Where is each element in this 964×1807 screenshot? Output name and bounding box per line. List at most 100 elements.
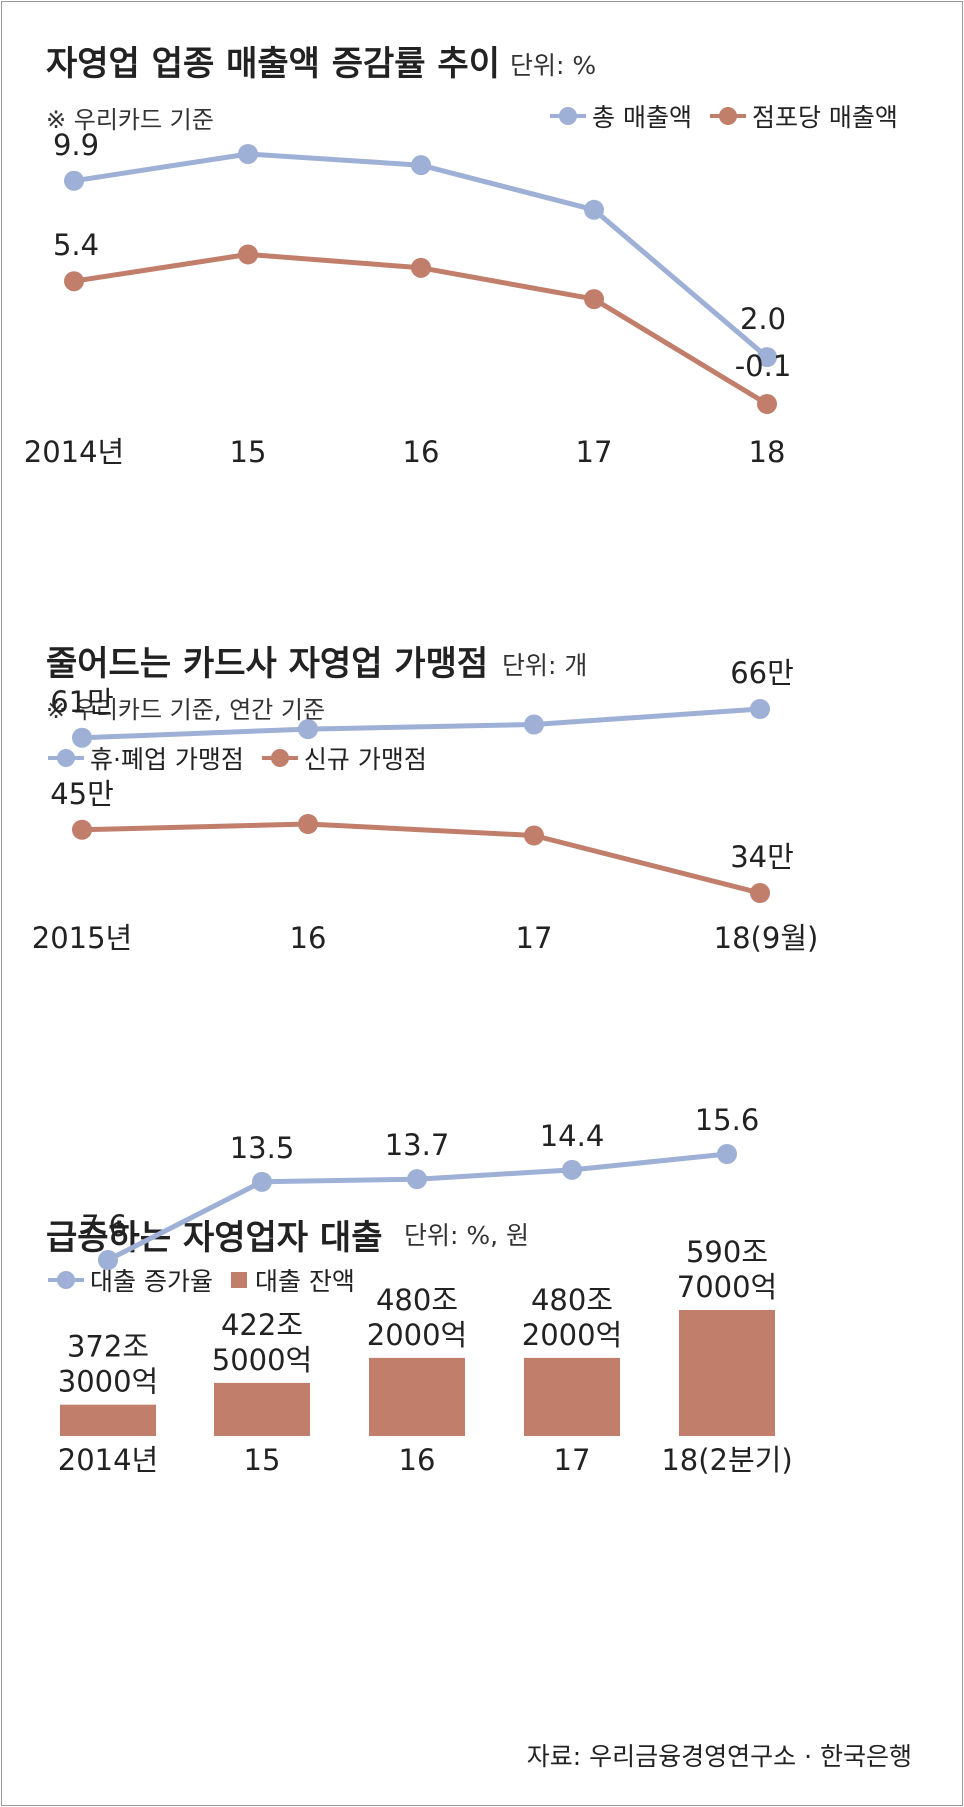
legend-label: 대출 잔액 — [254, 1267, 355, 1296]
legend-item-new-merchants: 신규 가맹점 — [261, 740, 427, 776]
panel3-legend: 대출 증가율 대출 잔액 — [48, 1262, 373, 1298]
x-tick-label: 17 — [576, 435, 613, 469]
legend-label: 휴·폐업 가맹점 — [90, 745, 244, 774]
x-tick-label: 17 — [516, 921, 553, 955]
data-point — [524, 825, 544, 846]
data-point — [584, 289, 604, 310]
panel1-title: 자영업 업종 매출액 증감률 추이 — [46, 44, 500, 84]
data-point — [757, 394, 777, 414]
data-label: 61만 — [50, 685, 114, 719]
legend-label: 총 매출액 — [592, 103, 692, 132]
x-tick-label: 15 — [230, 435, 267, 469]
legend-item-loan-balance: 대출 잔액 — [230, 1262, 355, 1298]
panel2-unit: 단위: 개 — [502, 651, 588, 680]
data-point — [750, 699, 770, 719]
bar-value-label: 422조 — [221, 1308, 303, 1342]
x-tick-label: 18 — [749, 435, 786, 469]
data-point — [407, 1169, 427, 1190]
data-point — [757, 347, 777, 368]
panel1-legend: 총 매출액 점포당 매출액 — [550, 98, 916, 134]
loan-balance-bar — [60, 1404, 156, 1436]
data-label: 66만 — [730, 656, 794, 690]
legend-swatch-blue — [550, 107, 586, 125]
data-label: 7.6 — [81, 1209, 127, 1243]
x-tick-label: 2014년 — [58, 1443, 158, 1477]
data-point — [238, 244, 258, 265]
legend-swatch-blue — [48, 749, 84, 767]
data-point — [411, 155, 431, 176]
bar-value-label: 2000억 — [522, 1318, 622, 1352]
data-point — [298, 719, 318, 740]
legend-item-loan-growth: 대출 증가율 — [48, 1262, 213, 1298]
data-point — [750, 883, 770, 903]
data-point — [717, 1144, 737, 1164]
legend-label: 신규 가맹점 — [303, 745, 427, 774]
data-point — [411, 257, 431, 278]
bar-value-label: 2000억 — [367, 1318, 467, 1352]
loan-balance-bar — [214, 1382, 310, 1436]
x-tick-label: 17 — [554, 1443, 591, 1477]
x-tick-label: 18(2분기) — [661, 1443, 792, 1477]
data-point — [64, 271, 84, 292]
bar-value-label: 480조 — [531, 1283, 613, 1317]
data-label: 15.6 — [695, 1103, 760, 1137]
data-label: 13.5 — [230, 1131, 295, 1165]
bar-value-label: 7000억 — [677, 1270, 777, 1304]
data-label: 34만 — [730, 840, 794, 874]
data-point — [584, 199, 604, 220]
data-point — [98, 1250, 118, 1270]
data-point — [562, 1159, 582, 1180]
legend-swatch-red — [709, 107, 746, 125]
data-label: 13.7 — [385, 1128, 450, 1162]
legend-label: 대출 증가율 — [90, 1267, 213, 1296]
bar-value-label: 3000억 — [58, 1365, 158, 1399]
x-tick-label: 16 — [290, 921, 327, 955]
legend-swatch-blue — [48, 1271, 84, 1289]
panel2-legend: 휴·폐업 가맹점 신규 가맹점 — [48, 740, 445, 776]
x-tick-label: 18(9월) — [714, 921, 819, 955]
legend-item-total-sales: 총 매출액 — [550, 98, 692, 134]
data-point — [238, 144, 258, 164]
data-point — [72, 727, 92, 748]
series-line-2 — [81, 821, 761, 896]
source-note: 자료: 우리금융경영연구소 · 한국은행 — [526, 1742, 912, 1771]
legend-swatch-red — [261, 749, 298, 767]
bar-value-label: 372조 — [67, 1330, 149, 1364]
panel3-unit: 단위: %, 원 — [404, 1221, 530, 1250]
series-line-1 — [81, 706, 761, 741]
data-label: 5.4 — [53, 228, 99, 262]
legend-label: 점포당 매출액 — [751, 103, 898, 132]
panel1-note: ※ 우리카드 기준 — [46, 106, 214, 134]
loan-balance-bar — [524, 1357, 620, 1436]
chart-merchants: 61만 66만 45만 34만 2015년 16 17 18(9월) — [32, 656, 819, 955]
chart-loans: 372조3000억422조5000억480조2000억480조2000억590조… — [58, 1103, 793, 1477]
bar-value-label: 590조 — [686, 1235, 768, 1269]
data-point — [64, 170, 84, 191]
panel1-unit: 단위: % — [510, 51, 597, 80]
loan-balance-bar — [679, 1310, 775, 1436]
legend-item-closed-merchants: 휴·폐업 가맹점 — [48, 740, 244, 776]
data-point — [524, 714, 544, 735]
data-label: 45만 — [50, 777, 114, 811]
data-label: 14.4 — [540, 1119, 605, 1153]
data-label: 9.9 — [53, 128, 99, 162]
loan-balance-bar — [369, 1357, 465, 1436]
x-tick-label: 2015년 — [32, 921, 132, 955]
bar-value-label: 5000억 — [212, 1343, 312, 1377]
x-tick-label: 16 — [403, 435, 440, 469]
data-point — [252, 1171, 272, 1192]
panel3-title: 급증하는 자영업자 대출 — [46, 1218, 383, 1258]
legend-swatch-bar — [230, 1272, 247, 1288]
legend-item-per-store-sales: 점포당 매출액 — [709, 98, 898, 134]
bar-value-label: 480조 — [376, 1283, 458, 1317]
chart-sales-change: 9.9 2.0 5.4 -0.1 2014년 15 16 17 18 — [24, 128, 792, 469]
panel2-title: 줄어드는 카드사 자영업 가맹점 — [46, 644, 489, 684]
data-point — [72, 819, 92, 840]
data-point — [298, 814, 318, 834]
data-label: 2.0 — [740, 302, 786, 336]
x-tick-label: 16 — [399, 1443, 436, 1477]
x-tick-label: 2014년 — [24, 435, 124, 469]
x-tick-label: 15 — [244, 1443, 281, 1477]
data-label: -0.1 — [735, 349, 792, 383]
